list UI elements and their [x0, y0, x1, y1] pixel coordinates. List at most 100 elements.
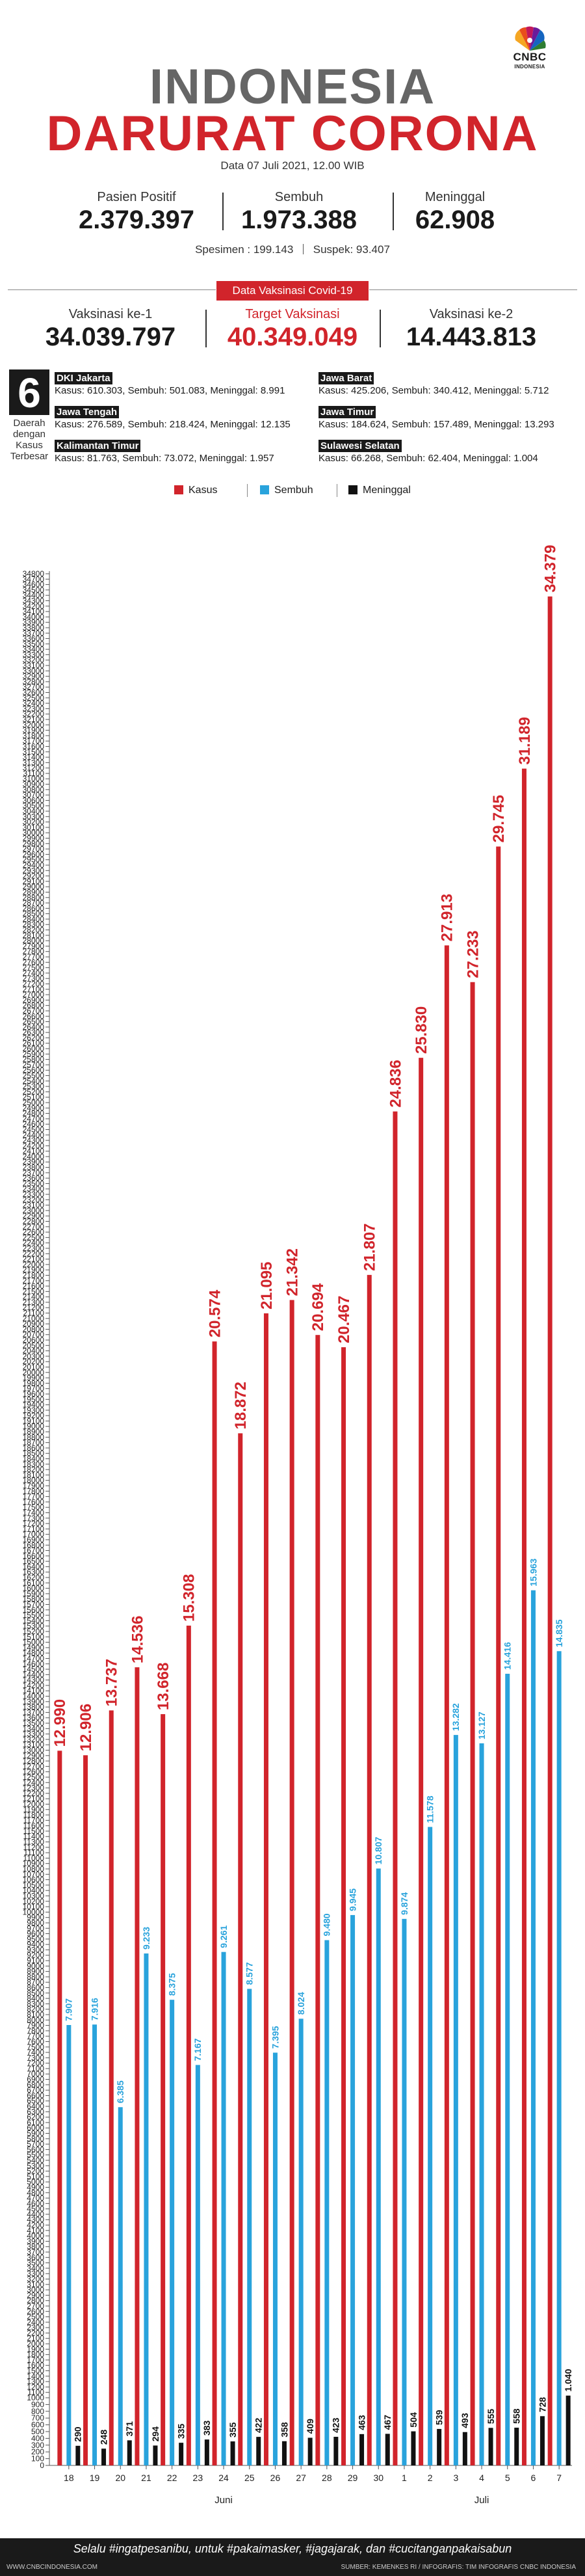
y-tick-label: 16000 [23, 1584, 45, 1593]
y-tick-label: 32500 [23, 693, 45, 703]
y-tick-label: 27500 [23, 963, 45, 973]
y-tick-label: 31500 [23, 747, 45, 757]
bar-sembuh [272, 2052, 278, 2465]
province-block: Sulawesi Selatan Kasus: 66.268, Sembuh: … [318, 440, 538, 464]
bar-sembuh [428, 1827, 433, 2465]
y-tick-label: 8200 [27, 2005, 44, 2014]
legend-swatch [174, 485, 183, 494]
bar-kasus [83, 1755, 88, 2465]
y-tick-label: 12200 [23, 1789, 45, 1798]
y-tick-label: 15200 [23, 1627, 45, 1636]
x-tick-label: 6 [531, 2473, 536, 2483]
y-tick-label: 27100 [23, 985, 45, 994]
data-label-sembuh: 7.916 [89, 1998, 99, 2020]
y-tick-label: 21300 [23, 1298, 45, 1307]
y-tick-label: 10500 [23, 1881, 45, 1890]
stat-meninggal: Meninggal 62.908 [390, 190, 520, 235]
bar-kasus [393, 1111, 398, 2465]
y-tick-label: 25100 [23, 1093, 45, 1102]
bar-sembuh [66, 2025, 72, 2465]
bar-sembuh [376, 1868, 381, 2465]
footer-source: SUMBER: KEMENKES RI / INFOGRAFIS: TIM IN… [341, 2564, 576, 2571]
y-tick-label: 26600 [23, 1012, 45, 1021]
y-tick-label: 13600 [23, 1713, 45, 1723]
y-tick-label: 34600 [23, 580, 45, 589]
data-label-sembuh: 9.874 [399, 1892, 410, 1915]
y-tick-label: 34000 [23, 612, 45, 621]
y-tick-label: 14800 [23, 1648, 45, 1657]
bar-meninggal [488, 2428, 493, 2465]
y-tick-label: 17700 [23, 1492, 45, 1501]
bar-kasus [341, 1347, 346, 2465]
y-tick-label: 16100 [23, 1578, 45, 1587]
y-tick-label: 26500 [23, 1017, 45, 1026]
y-tick-label: 1700 [27, 2355, 44, 2365]
y-tick-label: 17300 [23, 1514, 45, 1523]
y-tick-label: 23700 [23, 1168, 45, 1177]
data-label-sembuh: 7.167 [192, 2038, 203, 2061]
data-label-sembuh: 9.945 [347, 1888, 358, 1911]
y-tick-label: 17400 [23, 1508, 45, 1517]
logo-subtext: INDONESIA [514, 64, 545, 70]
y-tick-label: 22500 [23, 1233, 45, 1242]
y-tick-label: 19800 [23, 1378, 45, 1388]
y-tick-label: 2500 [27, 2313, 44, 2322]
y-tick-label: 27600 [23, 958, 45, 967]
province-name: Sulawesi Selatan [318, 440, 402, 452]
data-label-kasus: 12.906 [77, 1704, 95, 1751]
vaksinasi-title: Data Vaksinasi Covid-19 [216, 281, 369, 301]
y-tick-label: 900 [31, 2400, 44, 2409]
y-tick-label: 34500 [23, 585, 45, 595]
y-tick-label: 22700 [23, 1222, 45, 1231]
province-name: Kalimantan Timur [55, 440, 141, 452]
y-tick-label: 34400 [23, 591, 45, 600]
x-tick-label: 22 [167, 2473, 177, 2483]
y-tick-label: 21400 [23, 1293, 45, 1302]
y-tick-label: 14600 [23, 1659, 45, 1669]
suspek-text: Suspek: 93.407 [313, 243, 390, 256]
province-data: Kasus: 66.268, Sembuh: 62.404, Meninggal… [318, 453, 538, 464]
data-label-sembuh: 9.261 [218, 1925, 229, 1948]
y-tick-label: 24800 [23, 1109, 45, 1118]
y-tick-label: 21900 [23, 1265, 45, 1274]
y-tick-label: 8600 [27, 1983, 44, 1992]
x-month-label: Juni [214, 2495, 233, 2506]
y-tick-label: 3100 [27, 2280, 44, 2289]
y-tick-label: 34100 [23, 607, 45, 616]
data-label-meninggal: 422 [254, 2418, 264, 2434]
province-data: Kasus: 184.624, Sembuh: 157.489, Meningg… [318, 419, 554, 430]
divider [222, 193, 224, 230]
y-tick-label: 13800 [23, 1702, 45, 1711]
legend-separator [247, 484, 248, 497]
y-tick-label: 13500 [23, 1719, 45, 1728]
y-tick-label: 5600 [27, 2145, 44, 2154]
y-tick-label: 9800 [27, 1918, 44, 1927]
bar-kasus [547, 596, 552, 2465]
bar-meninggal [514, 2427, 519, 2465]
y-tick-label: 6900 [27, 2075, 44, 2084]
bar-kasus [496, 846, 501, 2466]
data-label-meninggal: 463 [356, 2415, 367, 2430]
y-tick-label: 600 [31, 2421, 44, 2430]
data-label-sembuh: 9.480 [322, 1913, 332, 1936]
y-tick-label: 27700 [23, 952, 45, 961]
y-tick-label: 7100 [27, 2064, 44, 2073]
bar-sembuh [298, 2019, 304, 2465]
legend-sembuh: Sembuh [260, 484, 313, 497]
y-tick-label: 23300 [23, 1190, 45, 1199]
y-tick-label: 12600 [23, 1767, 45, 1777]
y-tick-label: 5300 [27, 2161, 44, 2170]
y-tick-label: 7900 [27, 2021, 44, 2030]
y-tick-label: 26400 [23, 1023, 45, 1032]
x-tick-label: 20 [115, 2473, 125, 2483]
province-block: Kalimantan Timur Kasus: 81.763, Sembuh: … [55, 440, 274, 464]
x-tick-label: 21 [141, 2473, 151, 2483]
bar-sembuh [324, 1940, 330, 2465]
y-tick-label: 30400 [23, 807, 45, 816]
y-tick-label: 17600 [23, 1497, 45, 1507]
y-tick-label: 3800 [27, 2242, 44, 2251]
y-tick-label: 32300 [23, 704, 45, 713]
y-tick-label: 22900 [23, 1211, 45, 1220]
title-line1: INDONESIA [149, 59, 436, 114]
y-tick-label: 30800 [23, 785, 45, 794]
